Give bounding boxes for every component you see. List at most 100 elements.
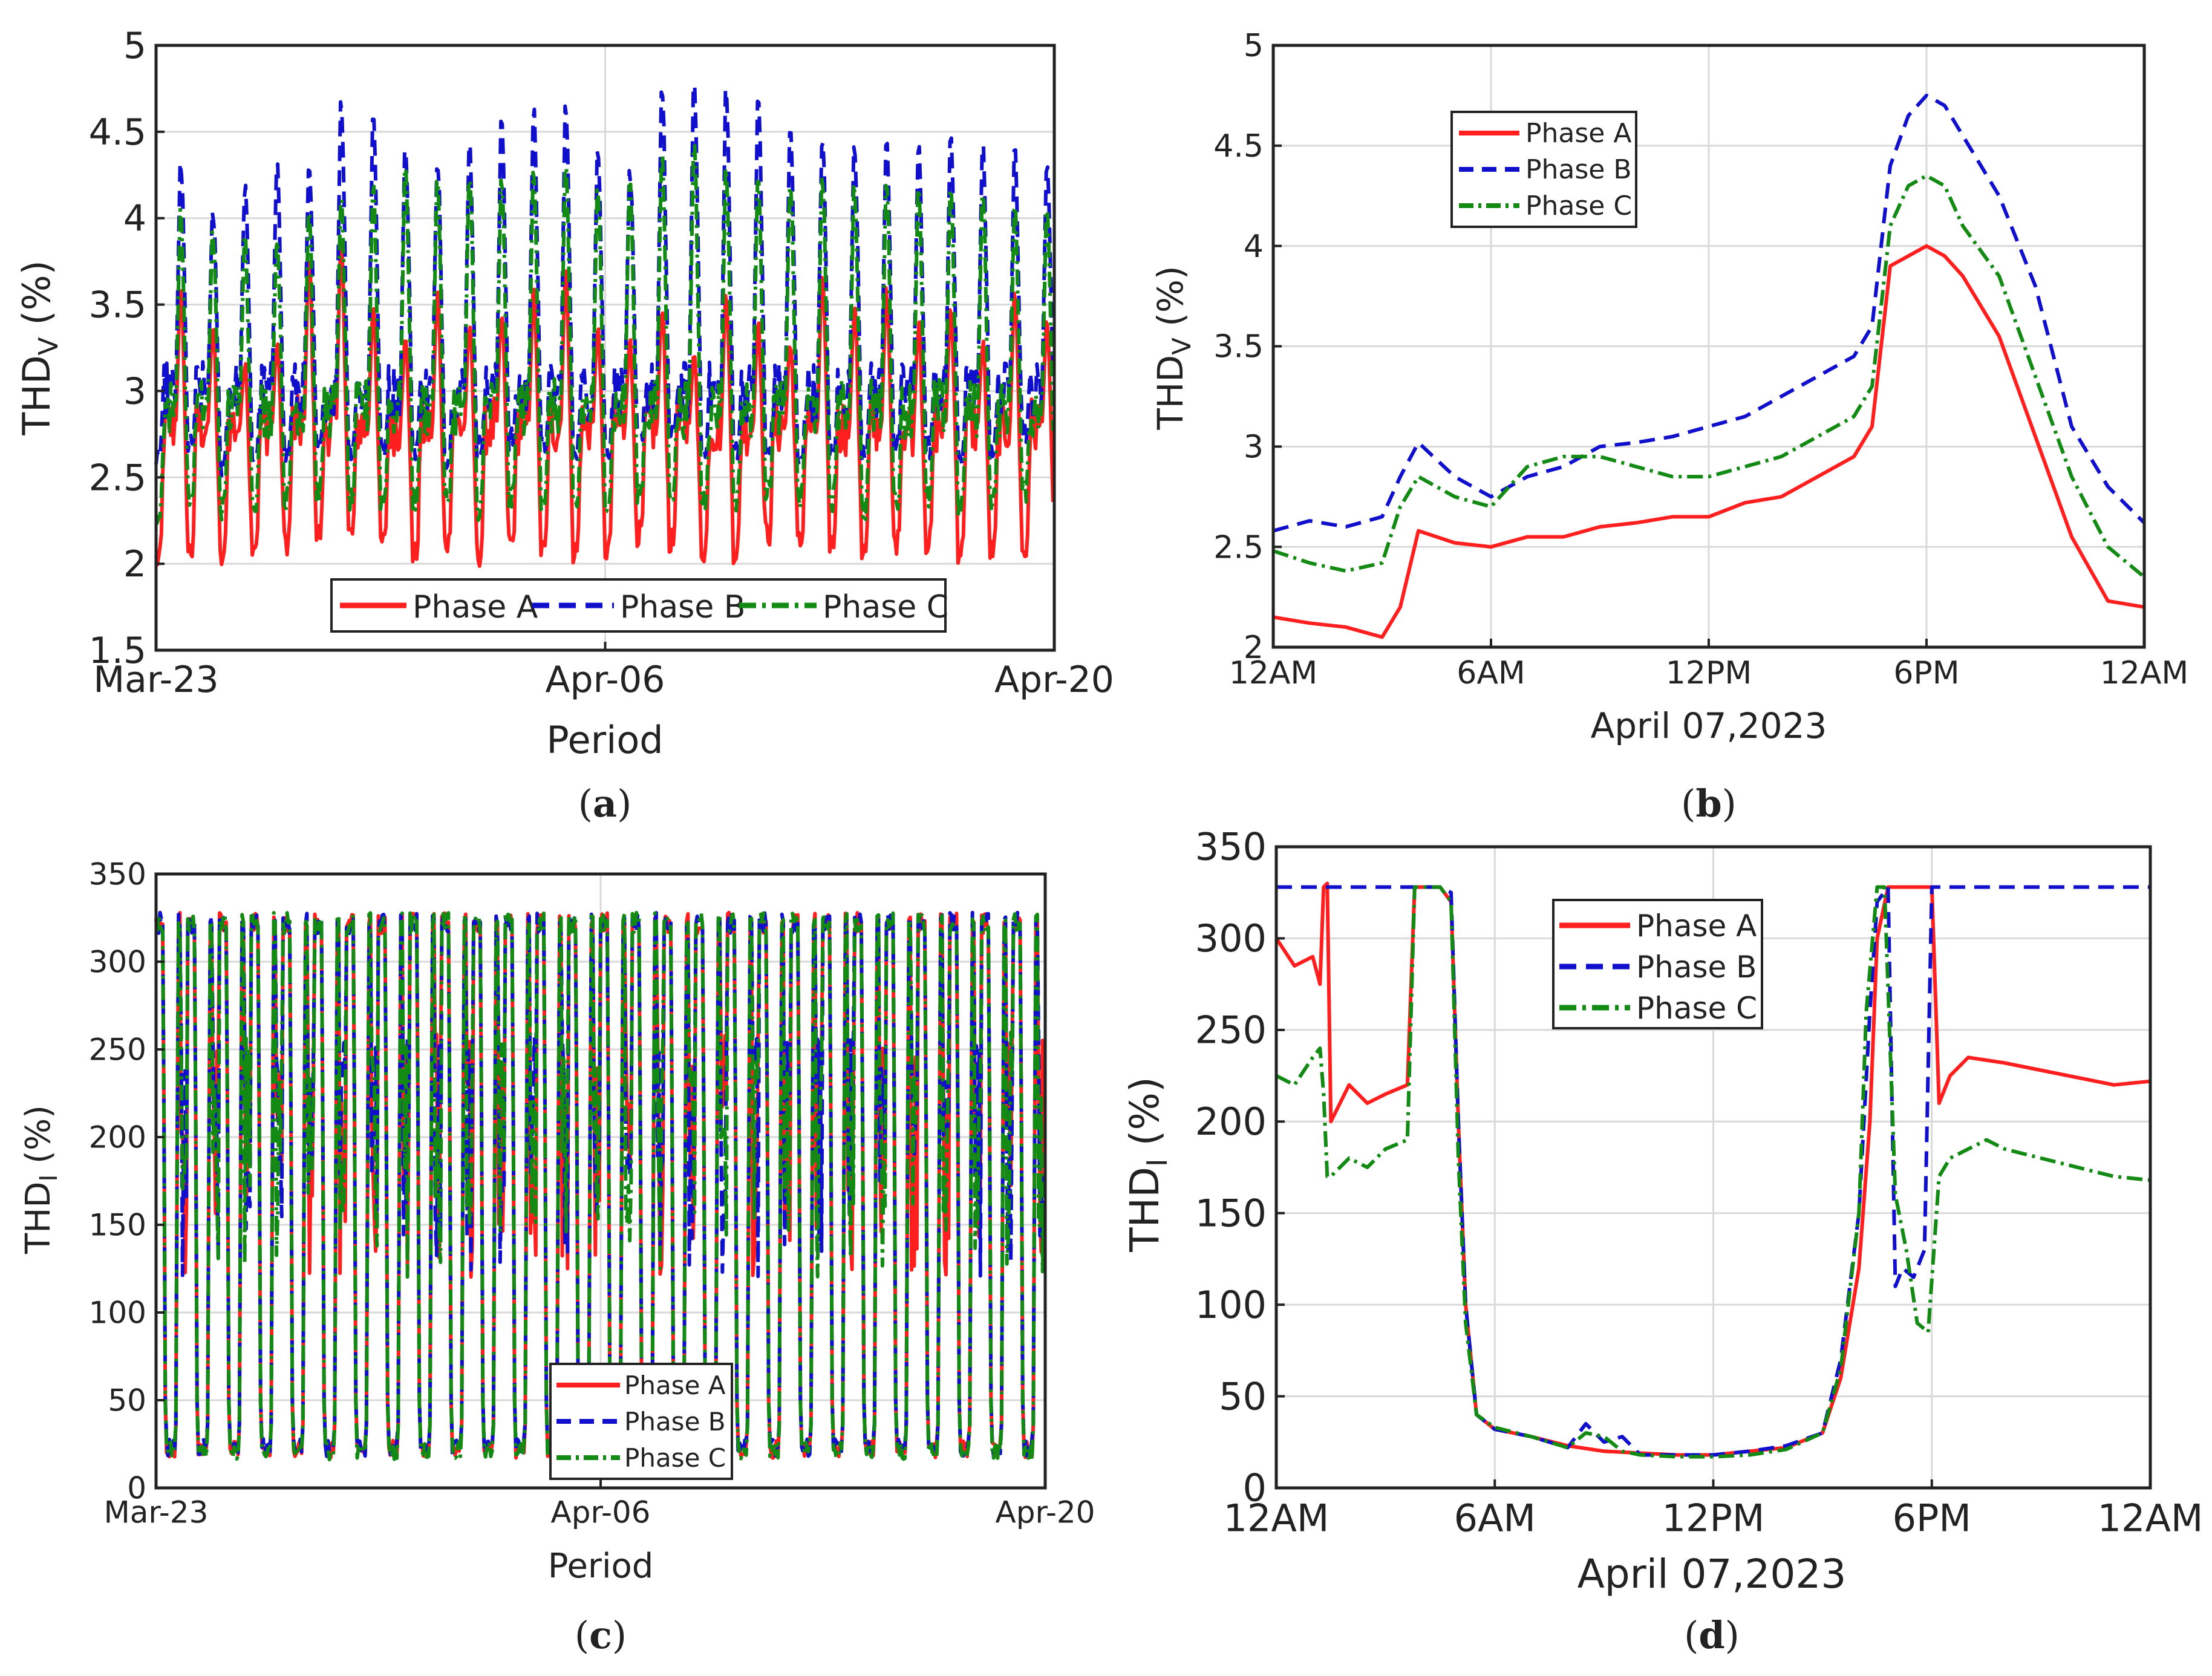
panel-d-ylabel-sub: I	[1141, 1158, 1173, 1167]
panel-c-ytick-label: 150	[89, 1208, 146, 1243]
panel-a-caption: (a)	[578, 781, 632, 826]
panel-d-ytick-label: 100	[1195, 1283, 1267, 1327]
panel-d-ytick-label: 250	[1195, 1008, 1267, 1052]
panel-c-yticks: 0 50 100 150 200 250 300 350	[89, 857, 165, 1506]
panel-a-ytick-label: 2.5	[89, 457, 146, 499]
panel-d-xtick-label: 12AM	[1224, 1496, 1329, 1540]
panel-b: 2 2.5 3 3.5 4 4.5 5 12AM 6AM 12PM 6PM 12AM April 0…	[1150, 28, 2188, 826]
panel-c-ylabel-main: THD	[19, 1182, 58, 1254]
panel-b-xtick-label: 12PM	[1666, 655, 1752, 691]
panel-a-legend: Phase A Phase B Phase C	[330, 578, 948, 633]
panel-b-ylabel: THDV (%)	[1150, 266, 1196, 430]
panel-c-ytick-label: 350	[89, 857, 146, 892]
panel-a-legend-label-phase-a: Phase A	[413, 589, 538, 625]
panel-a-legend-label-phase-c: Phase C	[823, 589, 948, 625]
panel-b-ytick-label: 3	[1244, 429, 1264, 466]
panel-a-xtick-label: Mar-23	[93, 659, 218, 701]
panel-b-legend-label-phase-a: Phase A	[1525, 118, 1631, 149]
panel-a-xtick-label: Apr-20	[994, 659, 1114, 701]
panel-d-ytick-label: 50	[1219, 1374, 1267, 1418]
panel-b-ylabel-sub: V	[1167, 337, 1196, 355]
panel-b-ytick-label: 2.5	[1213, 529, 1264, 566]
panel-c-caption: (c)	[575, 1613, 627, 1657]
panel-d-ytick-label: 300	[1195, 916, 1267, 960]
panel-a-ylabel-main: THD	[15, 355, 59, 435]
panel-b-legend-label-phase-c: Phase C	[1525, 191, 1632, 221]
panel-a-series	[154, 83, 1055, 568]
panel-d-legend-label-phase-a: Phase A	[1636, 908, 1757, 944]
panel-d-xtick-label: 6AM	[1454, 1496, 1536, 1540]
panel-d-caption-letter: d	[1698, 1613, 1724, 1657]
panel-b-ytick-label: 4.5	[1213, 128, 1264, 165]
panel-c-ytick-label: 0	[127, 1471, 146, 1506]
panel-c-ytick-label: 300	[89, 945, 146, 980]
panel-c-ytick-label: 250	[89, 1032, 146, 1068]
panel-c-legend-label-phase-b: Phase B	[624, 1407, 726, 1436]
panel-d-series-phase-c	[1275, 885, 2151, 1459]
panel-d-series	[1274, 881, 2151, 1459]
panel-c-legend-label-phase-c: Phase C	[624, 1443, 726, 1473]
panel-d-xtick-label: 12PM	[1662, 1496, 1765, 1540]
panel-c-xtick-label: Apr-06	[551, 1495, 651, 1530]
panel-d-ytick-label: 200	[1195, 1100, 1267, 1144]
panel-c-ylabel-sub: I	[35, 1175, 63, 1182]
panel-b-xticks: 12AM 6AM 12PM 6PM 12AM	[1229, 639, 2189, 691]
panel-a-yticks: 1.5 2 2.5 3 3.5 4 4.5 5	[89, 25, 165, 672]
panel-d-ytick-label: 150	[1195, 1191, 1267, 1235]
panel-a-ylabel-tail: (%)	[15, 260, 59, 337]
panel-c-series	[154, 910, 1046, 1462]
panel-d-caption: (d)	[1684, 1613, 1740, 1657]
panel-a-ytick-label: 4	[123, 198, 146, 240]
panel-c-ytick-label: 100	[89, 1296, 146, 1331]
panel-d-legend: Phase A Phase B Phase C	[1552, 899, 1763, 1029]
panel-b-caption: (b)	[1681, 781, 1737, 826]
panel-c-xlabel: Period	[548, 1547, 654, 1586]
panel-d-xticks: 12AM 6AM 12PM 6PM 12AM	[1224, 1479, 2203, 1540]
panel-b-xlabel: April 07,2023	[1591, 705, 1827, 746]
panel-a-series-phase-c	[154, 144, 1055, 526]
panel-b-ytick-label: 2	[1244, 630, 1264, 666]
panel-d-legend-label-phase-c: Phase C	[1636, 991, 1757, 1026]
panel-d-ytick-label: 350	[1195, 825, 1267, 869]
panel-d-yticks: 0 50 100 150 200 250 300 350	[1195, 825, 1285, 1510]
panel-c: 0 50 100 150 200 250 300 350 Mar-23 Apr-06 Apr-20…	[19, 857, 1095, 1658]
panel-d-ylabel-tail: (%)	[1121, 1077, 1168, 1158]
panel-d-ylabel: THDI (%)	[1121, 1077, 1173, 1253]
panel-b-series-phase-a	[1273, 244, 2145, 639]
panel-c-series-phase-c	[154, 911, 1046, 1462]
panel-d-xtick-label: 6PM	[1893, 1496, 1971, 1540]
panel-a-ylabel: THDV (%)	[15, 260, 64, 435]
panel-b-grid	[1272, 44, 2145, 648]
panel-c-xticks: Mar-23 Apr-06 Apr-20	[104, 1479, 1095, 1530]
panel-d-legend-label-phase-b: Phase B	[1636, 950, 1757, 985]
panel-d-ylabel-main: THD	[1121, 1167, 1168, 1253]
panel-b-legend: Phase A Phase B Phase C	[1450, 111, 1637, 228]
panel-a-ytick-label: 5	[123, 25, 146, 67]
panel-d-xlabel: April 07,2023	[1577, 1551, 1847, 1597]
panel-a-legend-box	[330, 578, 947, 633]
panel-a-xlabel: Period	[546, 718, 663, 762]
panel-b-xtick-label: 6PM	[1893, 655, 1959, 691]
panel-a-caption-letter: a	[593, 781, 617, 826]
panel-c-caption-letter: c	[589, 1613, 612, 1657]
panel-b-xtick-label: 6AM	[1457, 655, 1525, 691]
panel-b-series-phase-b	[1273, 93, 2146, 533]
panel-c-ytick-label: 200	[89, 1120, 146, 1155]
panel-a-ylabel-sub: V	[33, 337, 64, 355]
panel-a: 1.5 2 2.5 3 3.5 4 4.5 5 Mar-23 Apr-06 Apr-20 Peri…	[15, 25, 1114, 826]
panel-a-legend-label-phase-b: Phase B	[620, 589, 745, 625]
panel-c-xtick-label: Apr-20	[996, 1495, 1095, 1530]
panel-c-legend-label-phase-a: Phase A	[624, 1371, 726, 1400]
panel-b-caption-letter: b	[1695, 781, 1721, 826]
panel-c-ytick-label: 50	[108, 1383, 146, 1418]
panel-b-xtick-label: 12AM	[2100, 655, 2189, 691]
panel-a-ytick-label: 3.5	[89, 284, 146, 327]
panel-b-ytick-label: 3.5	[1213, 329, 1264, 365]
panel-d-ytick-label: 0	[1243, 1466, 1267, 1510]
panel-b-ytick-label: 4	[1244, 229, 1264, 265]
panel-a-ytick-label: 1.5	[89, 630, 146, 672]
panel-a-xticks: Mar-23 Apr-06 Apr-20	[93, 642, 1114, 701]
panel-a-ytick-label: 4.5	[89, 111, 146, 154]
